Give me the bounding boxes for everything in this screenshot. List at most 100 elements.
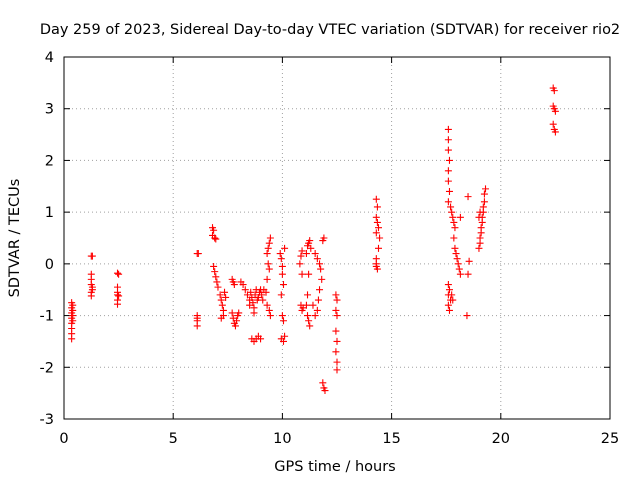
data-point xyxy=(304,312,312,320)
data-point xyxy=(456,270,464,278)
data-point xyxy=(263,275,271,283)
data-point xyxy=(217,296,225,304)
data-point xyxy=(115,270,123,278)
data-point xyxy=(445,187,453,195)
data-point xyxy=(318,275,326,283)
data-point xyxy=(279,281,287,289)
data-point xyxy=(281,244,289,252)
data-point xyxy=(316,260,324,268)
x-tick-label: 10 xyxy=(273,431,291,447)
data-point xyxy=(264,244,272,252)
data-point xyxy=(266,312,274,320)
data-point xyxy=(313,306,321,314)
x-tick-label: 15 xyxy=(382,431,400,447)
data-point xyxy=(333,358,341,366)
y-tick-label: -2 xyxy=(40,360,54,376)
data-point xyxy=(317,265,325,273)
plot-frame xyxy=(63,56,611,420)
data-point xyxy=(235,309,243,317)
data-point xyxy=(212,273,220,281)
data-point xyxy=(305,270,313,278)
y-tick-label: 3 xyxy=(45,102,54,118)
data-point xyxy=(115,292,123,300)
data-point xyxy=(281,332,289,340)
data-point xyxy=(376,234,384,242)
data-point xyxy=(333,337,341,345)
data-point xyxy=(445,286,453,294)
y-tick-label: 0 xyxy=(45,257,54,273)
data-point xyxy=(463,312,471,320)
data-point xyxy=(444,301,452,309)
data-point xyxy=(444,177,452,185)
x-tick-label: 5 xyxy=(169,431,178,447)
data-point xyxy=(311,312,319,320)
data-point xyxy=(307,244,315,252)
data-point xyxy=(88,252,96,260)
data-point xyxy=(114,300,122,308)
data-point xyxy=(551,128,559,136)
y-axis-label: SDTVAR / TECUs xyxy=(7,179,23,298)
data-point xyxy=(302,250,310,258)
data-point xyxy=(372,195,380,203)
data-point xyxy=(276,250,284,258)
data-point xyxy=(264,260,272,268)
data-point xyxy=(480,190,488,198)
data-point xyxy=(449,213,457,221)
data-point xyxy=(69,317,77,325)
data-point xyxy=(447,203,455,211)
data-point xyxy=(239,281,247,289)
data-point xyxy=(279,317,287,325)
data-point xyxy=(314,296,322,304)
data-point xyxy=(479,203,487,211)
data-point xyxy=(445,156,453,164)
data-point xyxy=(228,309,236,317)
data-point xyxy=(372,229,380,237)
data-point xyxy=(316,286,324,294)
data-point xyxy=(230,281,238,289)
y-tick-label: 2 xyxy=(45,153,54,169)
data-point xyxy=(259,296,267,304)
data-point xyxy=(476,234,484,242)
data-point xyxy=(333,366,341,374)
data-point xyxy=(444,167,452,175)
data-point xyxy=(210,262,218,270)
data-point xyxy=(211,268,219,276)
data-point xyxy=(277,291,285,299)
data-point xyxy=(193,322,201,330)
data-series xyxy=(68,84,559,395)
data-point xyxy=(262,288,270,296)
data-point xyxy=(332,306,340,314)
data-point xyxy=(373,218,381,226)
data-point xyxy=(321,387,329,395)
data-point xyxy=(297,252,305,260)
data-point xyxy=(333,296,341,304)
data-point xyxy=(241,286,249,294)
data-point xyxy=(265,239,273,247)
data-point xyxy=(332,291,340,299)
data-point xyxy=(477,224,485,232)
data-point xyxy=(263,250,271,258)
data-point xyxy=(444,198,452,206)
data-point xyxy=(279,337,287,345)
data-point xyxy=(374,224,382,232)
data-point xyxy=(465,257,473,265)
data-point xyxy=(265,306,273,314)
data-point xyxy=(296,260,304,268)
data-point xyxy=(302,301,310,309)
data-point xyxy=(218,301,226,309)
x-axis-label: GPS time / hours xyxy=(274,459,395,475)
data-point xyxy=(311,250,319,258)
data-point xyxy=(194,250,202,258)
data-point xyxy=(319,379,327,387)
data-point xyxy=(549,120,557,128)
data-point xyxy=(332,348,340,356)
data-point xyxy=(456,213,464,221)
data-point xyxy=(265,265,273,273)
data-point xyxy=(450,218,458,226)
data-point xyxy=(374,244,382,252)
data-point xyxy=(278,312,286,320)
data-point xyxy=(298,247,306,255)
data-point xyxy=(258,291,266,299)
data-point xyxy=(313,255,321,263)
